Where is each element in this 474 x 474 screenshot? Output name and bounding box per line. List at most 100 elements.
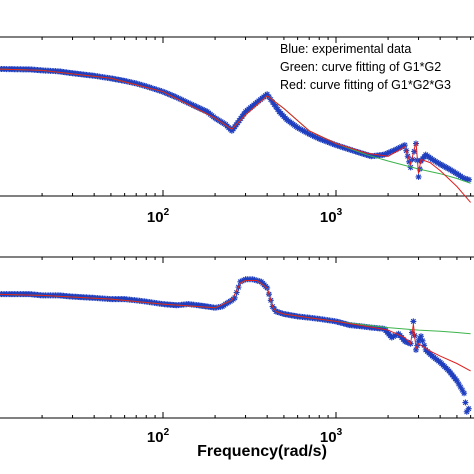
data-point xyxy=(388,334,395,341)
bottom-plot: 101102103 Frequency(rad/s) xyxy=(0,256,474,460)
data-point xyxy=(406,340,413,347)
data-point xyxy=(390,147,397,154)
data-point xyxy=(381,151,388,158)
data-point xyxy=(198,105,205,112)
data-point xyxy=(321,137,328,144)
data-point xyxy=(410,318,417,325)
data-point xyxy=(385,149,392,156)
data-point xyxy=(173,94,180,101)
series-red xyxy=(0,280,471,372)
legend-entry-red: Red: curve fitting of G1*G2*G3 xyxy=(280,78,451,92)
data-point xyxy=(191,103,198,110)
data-point xyxy=(185,99,192,106)
data-point xyxy=(312,134,319,141)
data-point xyxy=(465,176,472,183)
data-point xyxy=(187,100,194,107)
data-point xyxy=(403,338,410,345)
data-point xyxy=(382,150,389,157)
data-point xyxy=(404,339,411,346)
data-point xyxy=(188,101,195,108)
data-point xyxy=(183,99,190,106)
data-point xyxy=(390,333,397,340)
top-plot-frame xyxy=(0,36,474,197)
data-point xyxy=(322,138,329,145)
data-point xyxy=(193,103,200,110)
data-point xyxy=(202,108,209,115)
x-tick-label: 102 xyxy=(147,207,170,226)
data-point xyxy=(387,148,394,155)
x-tick-label: 102 xyxy=(147,427,170,446)
fit-line xyxy=(0,68,471,203)
data-point xyxy=(389,148,396,155)
data-point xyxy=(167,91,174,98)
data-point xyxy=(393,146,400,153)
data-point xyxy=(240,277,247,284)
data-point xyxy=(455,380,462,387)
data-point xyxy=(401,142,408,149)
x-tick-label: 103 xyxy=(320,207,343,226)
data-point xyxy=(311,133,318,140)
data-point xyxy=(199,106,206,113)
data-point xyxy=(324,138,331,145)
x-tick-label: 103 xyxy=(320,427,343,446)
data-point xyxy=(316,135,323,142)
data-point xyxy=(392,332,399,339)
data-point xyxy=(307,131,314,138)
legend-entry-green: Green: curve fitting of G1*G2 xyxy=(280,60,441,74)
data-point xyxy=(201,107,208,114)
data-point xyxy=(314,134,321,141)
data-point xyxy=(421,342,428,349)
legend-entry-blue: Blue: experimental data xyxy=(280,42,411,56)
top-plot: 101102103 Blue: experimental data Green:… xyxy=(0,36,474,226)
data-point xyxy=(195,104,202,111)
data-point xyxy=(419,337,426,344)
data-point xyxy=(395,145,402,152)
data-point xyxy=(462,399,469,406)
data-point xyxy=(397,144,404,151)
data-point xyxy=(329,140,336,147)
data-point xyxy=(309,132,316,139)
data-point xyxy=(319,137,326,144)
data-point xyxy=(384,150,391,157)
data-point xyxy=(418,333,425,340)
data-point xyxy=(178,96,185,103)
data-point xyxy=(401,338,408,345)
data-point xyxy=(415,173,422,180)
data-point xyxy=(453,377,460,384)
data-point xyxy=(231,294,238,301)
data-point xyxy=(170,93,177,100)
data-point xyxy=(264,91,271,98)
series-red xyxy=(0,68,471,203)
data-point xyxy=(175,95,182,102)
data-point xyxy=(239,277,246,284)
data-point xyxy=(406,158,413,165)
data-point xyxy=(306,130,313,137)
data-point xyxy=(182,98,189,105)
data-point xyxy=(400,142,407,149)
x-axis-label: Frequency(rad/s) xyxy=(197,443,327,460)
data-point xyxy=(393,331,400,338)
data-point xyxy=(398,143,405,150)
data-point xyxy=(411,148,418,155)
data-point xyxy=(190,102,197,109)
data-point xyxy=(412,346,419,353)
data-point xyxy=(392,146,399,153)
legend: Blue: experimental data Green: curve fit… xyxy=(280,42,451,92)
data-point xyxy=(331,141,338,148)
data-point xyxy=(196,105,203,112)
data-point xyxy=(172,93,179,100)
data-point xyxy=(177,96,184,103)
fit-line xyxy=(0,280,471,372)
data-point xyxy=(317,136,324,143)
data-point xyxy=(465,405,472,412)
data-point xyxy=(409,156,416,163)
data-point xyxy=(233,289,240,296)
data-point xyxy=(237,278,244,285)
data-point xyxy=(463,408,470,415)
data-point xyxy=(457,384,464,391)
data-point xyxy=(326,139,333,146)
data-point xyxy=(327,140,334,147)
data-point xyxy=(415,338,422,345)
data-point xyxy=(416,335,423,342)
